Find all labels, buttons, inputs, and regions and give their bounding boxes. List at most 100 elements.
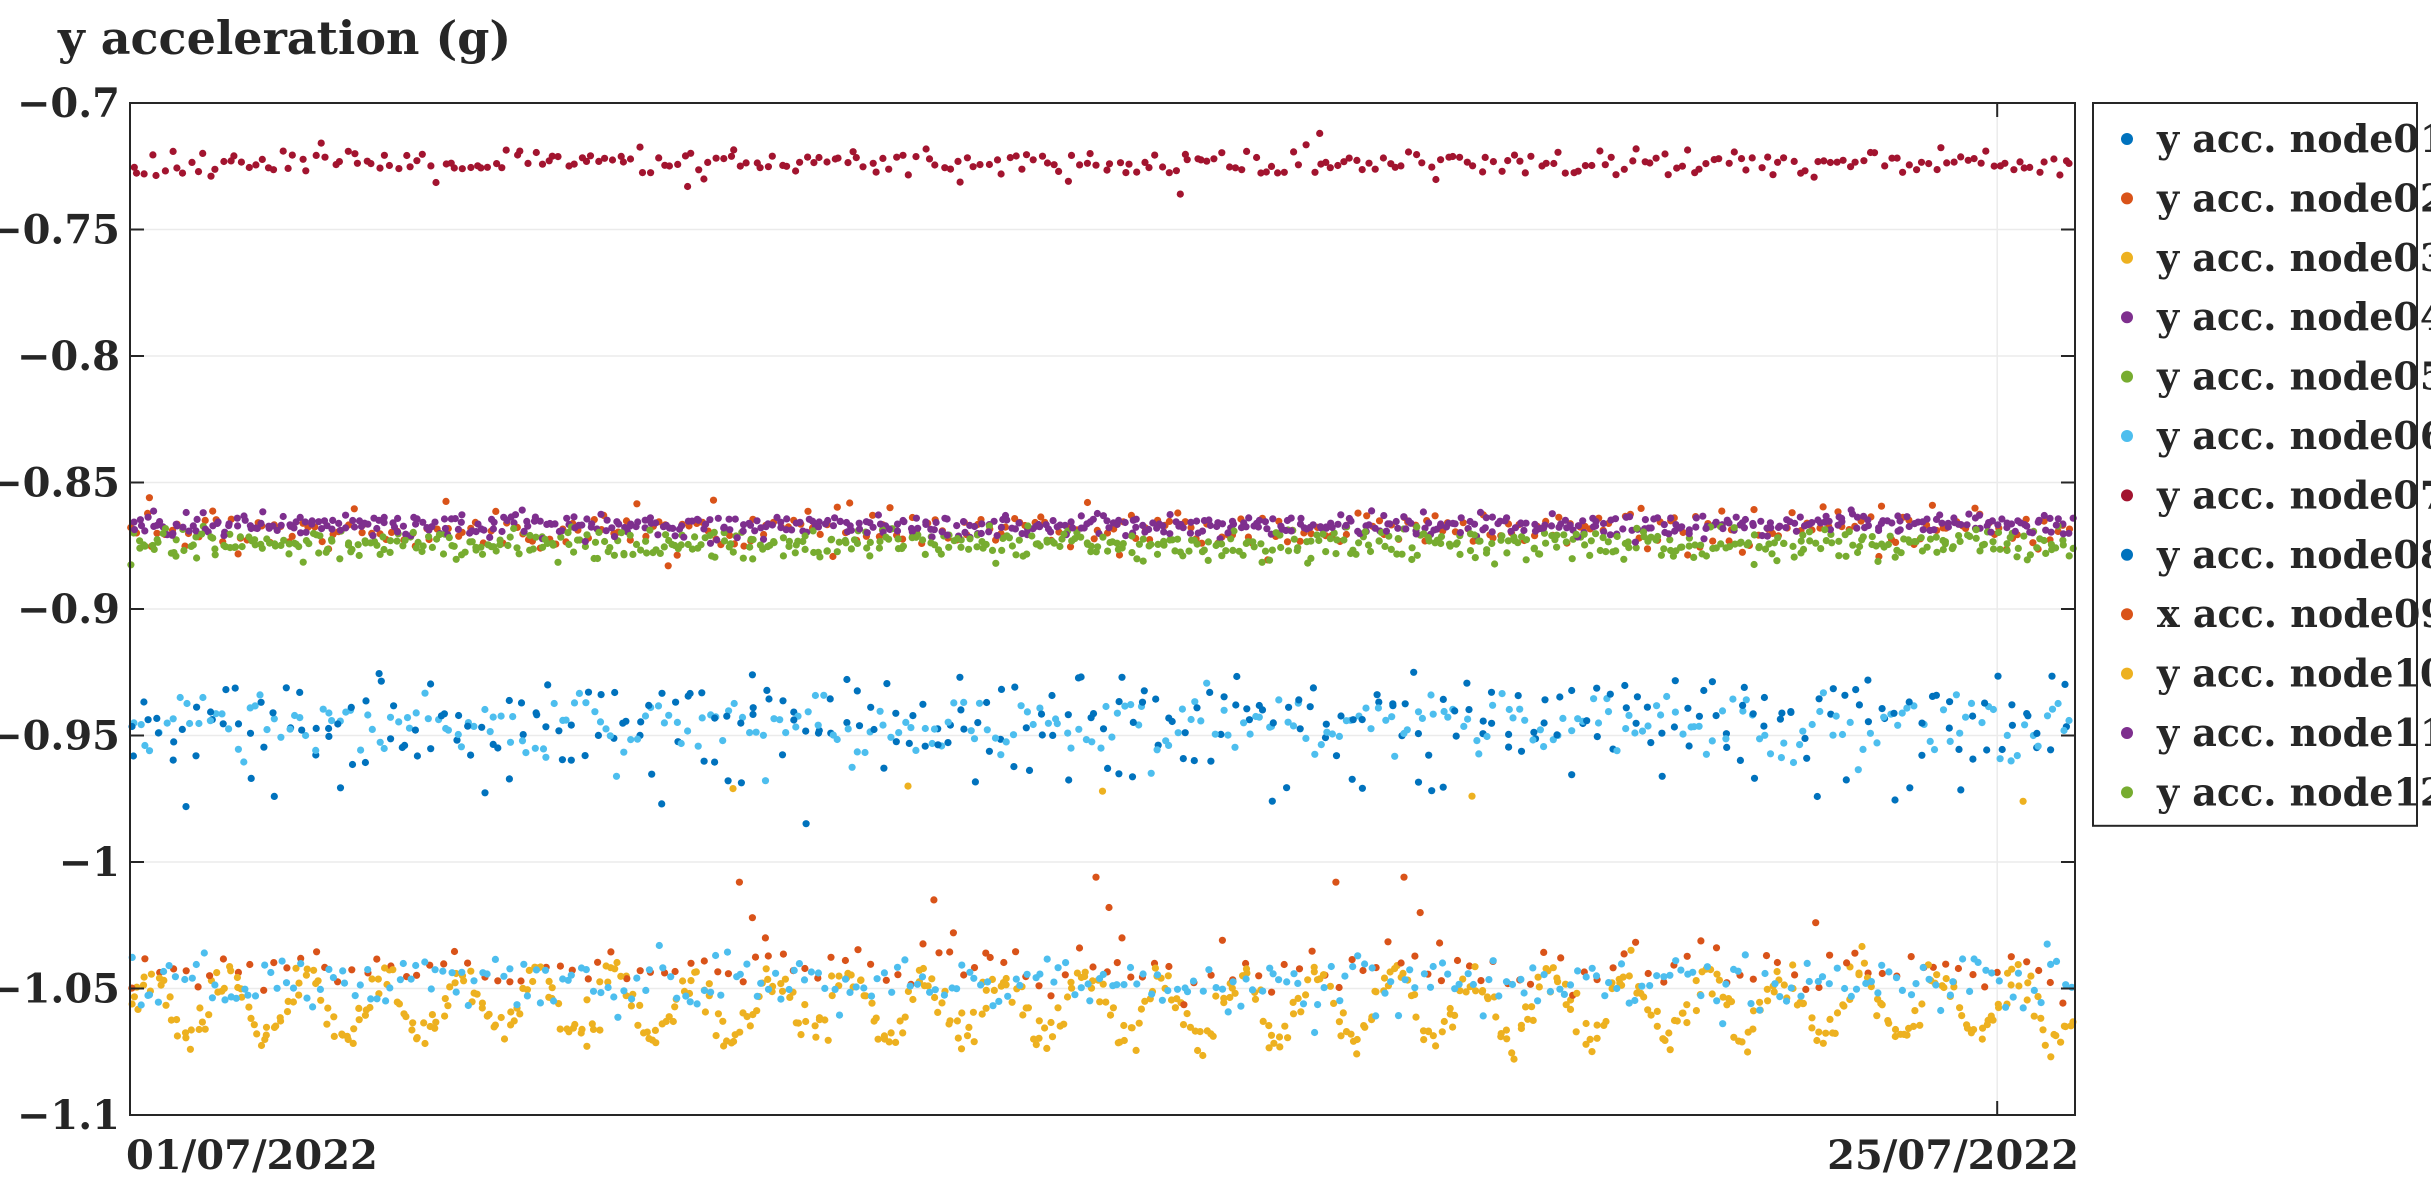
data-point-3: [828, 992, 836, 1000]
data-point-1: [129, 752, 137, 760]
data-point-10: [1719, 993, 1727, 1001]
data-point-6: [489, 713, 497, 721]
data-point-11: [1306, 523, 1314, 532]
data-point-6: [1275, 696, 1283, 704]
data-point-7: [1566, 981, 1575, 989]
data-point-12: [1128, 532, 1136, 540]
data-point-7: [918, 973, 927, 981]
data-point-4: [399, 522, 407, 530]
data-point-12: [764, 543, 772, 551]
data-point-12: [1319, 530, 1327, 538]
data-point-7: [1605, 979, 1613, 987]
data-point-3: [421, 1039, 429, 1048]
data-point-6: [698, 714, 706, 722]
data-point-11: [943, 531, 951, 539]
data-point-10: [701, 1008, 710, 1016]
data-point-9: [671, 967, 679, 976]
data-point-1: [1505, 743, 1513, 751]
data-point-11: [480, 526, 488, 534]
data-point-8: [1890, 709, 1898, 717]
data-point-7: [1959, 955, 1967, 963]
data-point-6: [1044, 719, 1052, 727]
data-point-7: [796, 158, 804, 166]
data-point-6: [1679, 730, 1687, 738]
data-point-12: [1535, 550, 1543, 558]
data-point-7: [1076, 161, 1084, 169]
data-point-10: [892, 1038, 900, 1046]
data-point-1: [1842, 776, 1850, 784]
data-point-6: [380, 744, 388, 753]
data-point-6: [1029, 720, 1037, 729]
data-point-7: [1267, 162, 1276, 170]
data-point-4: [1368, 507, 1376, 515]
data-point-12: [1043, 538, 1051, 546]
data-point-6: [1926, 737, 1934, 746]
data-point-8: [1168, 717, 1176, 726]
data-point-11: [626, 522, 634, 530]
data-point-12: [1198, 548, 1207, 556]
legend-label: y acc. node03: [2156, 235, 2431, 280]
data-point-5: [1886, 532, 1894, 540]
data-point-5: [315, 549, 323, 557]
data-point-11: [1371, 524, 1379, 532]
data-point-7: [1933, 166, 1941, 174]
data-point-11: [726, 526, 734, 534]
data-point-1: [711, 758, 719, 766]
data-point-7: [199, 149, 207, 157]
data-point-6: [141, 741, 149, 750]
data-point-5: [1024, 522, 1032, 530]
data-point-10: [1035, 1034, 1043, 1042]
data-point-12: [305, 540, 313, 548]
data-point-12: [1553, 531, 1561, 539]
data-point-9: [919, 940, 927, 948]
data-point-10: [1528, 1003, 1536, 1011]
data-point-12: [791, 549, 799, 557]
data-point-8: [1410, 668, 1418, 676]
data-point-9: [1118, 934, 1126, 942]
data-point-7: [844, 159, 852, 167]
data-point-7: [976, 161, 984, 169]
data-point-11: [1099, 512, 1107, 520]
data-point-9: [2023, 958, 2031, 966]
data-point-6: [1075, 725, 1083, 733]
data-point-7: [997, 170, 1005, 178]
data-point-9: [373, 955, 381, 963]
data-point-7: [604, 983, 612, 992]
data-point-6: [606, 732, 614, 740]
data-point-11: [575, 521, 583, 529]
data-point-9: [1773, 958, 1781, 967]
data-point-7: [477, 164, 485, 172]
data-point-12: [863, 544, 871, 552]
data-point-6: [2007, 757, 2015, 765]
data-point-8: [1479, 717, 1487, 725]
data-point-3: [1194, 1046, 1202, 1055]
data-point-12: [814, 548, 822, 556]
data-point-12: [677, 541, 685, 549]
data-point-10: [1399, 969, 1407, 978]
data-point-10: [645, 1035, 653, 1043]
data-point-10: [1067, 978, 1075, 986]
data-point-2: [1718, 507, 1726, 515]
data-point-12: [894, 535, 902, 543]
data-point-10: [821, 1016, 829, 1024]
data-point-10: [862, 992, 870, 1000]
data-point-11: [693, 515, 701, 523]
data-point-7: [704, 158, 712, 166]
data-point-6: [240, 758, 248, 766]
data-point-6: [421, 689, 429, 697]
data-point-7: [1870, 149, 1879, 157]
data-point-11: [836, 517, 844, 526]
data-point-6: [1440, 707, 1448, 716]
data-point-12: [1145, 542, 1153, 550]
data-point-6: [1053, 720, 1061, 728]
data-point-4: [831, 514, 839, 522]
data-point-11: [863, 529, 871, 537]
data-point-11: [739, 527, 747, 535]
data-point-7: [736, 162, 744, 170]
data-point-8: [611, 688, 619, 697]
data-point-11: [1179, 524, 1187, 532]
data-point-10: [324, 1004, 332, 1012]
data-point-8: [154, 729, 162, 737]
data-points: [127, 129, 2077, 1063]
data-point-7: [901, 956, 909, 964]
